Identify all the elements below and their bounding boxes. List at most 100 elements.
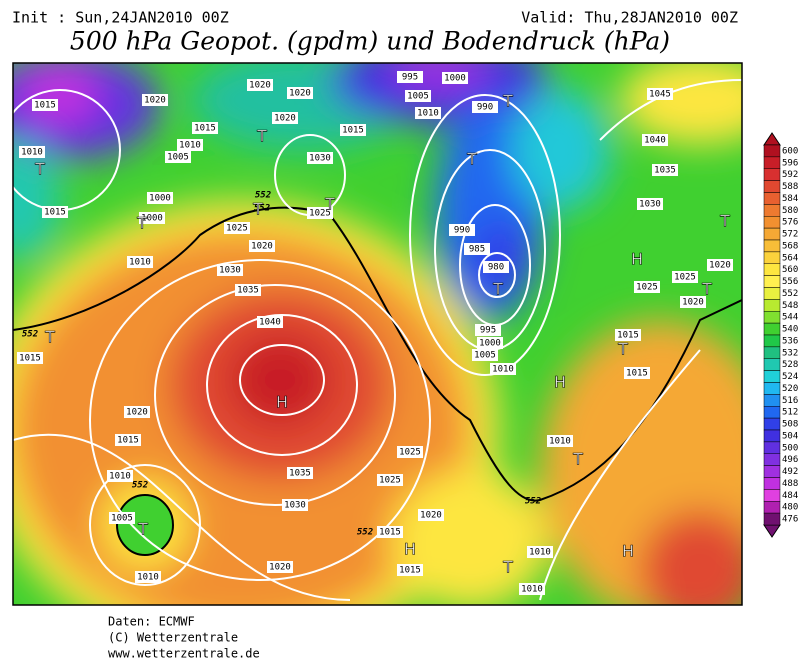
- isobar-label-bg: [483, 261, 509, 273]
- pressure-center: T: [44, 328, 55, 347]
- colorbar-label: 592: [782, 170, 798, 180]
- isobar-label-bg: [405, 90, 431, 102]
- pressure-center: H: [404, 540, 416, 559]
- isobar-label: 980: [488, 263, 504, 273]
- isobar-label: 1010: [137, 573, 159, 583]
- isobar-label-bg: [707, 259, 733, 271]
- colorbar-cell: [763, 358, 781, 371]
- colorbar-cell: [763, 489, 781, 502]
- isobar-label: 990: [454, 226, 470, 236]
- isobar-label-bg: [19, 146, 45, 158]
- contour-label: 552: [254, 204, 270, 214]
- isobar-label-bg: [340, 124, 366, 136]
- pressure-center: T: [466, 150, 477, 169]
- colorbar-cell: [763, 251, 781, 264]
- contour-label: 552: [525, 497, 541, 507]
- isobar-label-bg: [192, 122, 218, 134]
- isobar-label: 1020: [289, 89, 311, 99]
- pressure-center: T: [324, 195, 335, 214]
- isobar-label: 1015: [194, 124, 216, 134]
- isobar-label: 1020: [269, 563, 291, 573]
- colorbar-label: 564: [782, 253, 798, 263]
- isobar-label-bg: [282, 499, 308, 511]
- isobar-label-bg: [124, 406, 150, 418]
- pressure-center: T: [572, 450, 583, 469]
- colorbar-cell: [763, 477, 781, 490]
- isobar-label: 1005: [111, 514, 133, 524]
- colorbar-cell: [763, 311, 781, 324]
- colorbar-label: 568: [782, 241, 798, 251]
- isobar-label: 1000: [479, 339, 501, 349]
- isobar-label-bg: [17, 352, 43, 364]
- colorbar-label: 524: [782, 372, 798, 382]
- isobar-label-bg: [615, 329, 641, 341]
- colorbar-cell: [763, 275, 781, 288]
- colorbar-label: 588: [782, 182, 798, 192]
- colorbar-cell: [763, 406, 781, 419]
- isobar-label: 1020: [249, 81, 271, 91]
- colorbar-cell: [763, 299, 781, 312]
- isobar-label-bg: [642, 134, 668, 146]
- pressure-center: T: [701, 280, 712, 299]
- footer-line: (C) Wetterzentrale: [108, 631, 238, 645]
- colorbar-label: 556: [782, 277, 798, 287]
- isobar-label: 1025: [399, 448, 421, 458]
- isobar-label: 1000: [444, 74, 466, 84]
- isobar-label: 1020: [251, 242, 273, 252]
- isobar-label: 1005: [167, 153, 189, 163]
- colorbar-label: 532: [782, 348, 798, 358]
- colorbar-label: 572: [782, 230, 798, 240]
- isobar-label-bg: [634, 281, 660, 293]
- isobar-label: 1010: [129, 258, 151, 268]
- isobar-label: 1015: [117, 436, 139, 446]
- pressure-center: T: [492, 280, 503, 299]
- colorbar-cell: [763, 334, 781, 348]
- isobar-label-bg: [287, 467, 313, 479]
- contour-label: 552: [255, 191, 271, 201]
- footer-line: Daten: ECMWF: [108, 615, 195, 629]
- isobar-label: 995: [402, 73, 418, 83]
- isobar-label-bg: [397, 446, 423, 458]
- isobar-label-bg: [449, 224, 475, 236]
- colorbar-label: 552: [782, 289, 798, 299]
- colorbar-cell: [763, 394, 781, 407]
- colorbar-label: 540: [782, 325, 798, 335]
- colorbar-cell: [763, 192, 781, 205]
- isobar-label-bg: [139, 212, 165, 224]
- isobar-label: 1010: [417, 109, 439, 119]
- isobar-label-bg: [217, 264, 243, 276]
- map-frame: [12, 62, 743, 606]
- colorbar-label: 492: [782, 467, 798, 477]
- colorbar-cell: [763, 465, 781, 478]
- isobar-label: 1015: [617, 331, 639, 341]
- isobar-label-bg: [249, 240, 275, 252]
- colorbar-label: 508: [782, 420, 798, 430]
- colorbar-cell: [763, 382, 781, 395]
- colorbar-label: 580: [782, 206, 798, 216]
- colorbar-cell: [763, 239, 781, 253]
- isobar-label-bg: [115, 434, 141, 446]
- isobar-label: 995: [480, 326, 496, 336]
- isobar-label-bg: [418, 509, 444, 521]
- isobar-label-bg: [107, 470, 133, 482]
- isobar-label: 1020: [144, 96, 166, 106]
- colorbar-label: 536: [782, 336, 798, 346]
- isobar-label-bg: [267, 561, 293, 573]
- isobar-label-bg: [287, 87, 313, 99]
- contour-label: 552: [132, 481, 148, 491]
- colorbar-label: 516: [782, 396, 798, 406]
- map-title: 500 hPa Geopot. (gpdm) und Bodendruck (h…: [70, 27, 670, 56]
- colorbar-label: 576: [782, 218, 798, 228]
- isobar-label-bg: [647, 88, 673, 100]
- colorbar-label: 548: [782, 301, 798, 311]
- pressure-center: T: [719, 212, 730, 231]
- isobar-label: 1025: [674, 273, 696, 283]
- isobar-label: 1020: [126, 408, 148, 418]
- isobar-label: 1045: [649, 90, 671, 100]
- isobar-label-bg: [272, 112, 298, 124]
- isobar-label-bg: [135, 571, 161, 583]
- isobar-label: 1015: [342, 126, 364, 136]
- contour-label: 552: [22, 330, 38, 340]
- isobar-label: 1010: [109, 472, 131, 482]
- colorbar-cell: [763, 287, 781, 300]
